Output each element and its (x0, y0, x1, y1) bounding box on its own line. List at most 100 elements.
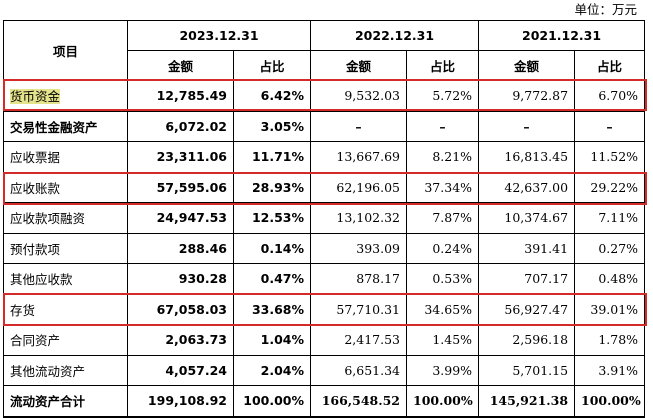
total-amount-2022: 166,548.52 (310, 385, 408, 418)
current-assets-table: 项目 2023.12.31 2022.12.31 2021.12.31 金额 占… (3, 20, 646, 418)
cell-ratio-2021: 0.27% (574, 232, 646, 264)
cell-ratio-2022: 5.72% (406, 80, 480, 112)
cell-amount-2022: 62,196.05 (310, 171, 408, 203)
cell-ratio-2022: 8.21% (406, 141, 480, 173)
cell-amount-2023: 23,311.06 (127, 141, 234, 173)
cell-amount-2021: 5,701.15 (478, 354, 576, 386)
cell-amount-2022: 57,710.31 (310, 293, 408, 325)
ratio-header-2022: 占比 (406, 50, 480, 81)
cell-amount-2022: 393.09 (310, 232, 408, 264)
row-label: 应收账款 (3, 171, 128, 203)
row-label: 其他应收款 (3, 263, 128, 295)
table-row: 其他流动资产 4,057.24 2.04% 6,651.34 3.99% 5,7… (3, 354, 646, 386)
header-row-years: 项目 2023.12.31 2022.12.31 2021.12.31 (3, 20, 646, 81)
cell-ratio-2023: 3.05% (232, 110, 312, 142)
cell-amount-2023: 2,063.73 (127, 324, 234, 356)
cell-ratio-2022: – (406, 110, 480, 142)
cell-amount-2021: 10,374.67 (478, 202, 576, 234)
cell-amount-2022: 878.17 (310, 263, 408, 295)
total-ratio-2022: 100.00% (406, 385, 480, 418)
cell-ratio-2022: 0.24% (406, 232, 480, 264)
cell-ratio-2021: 39.01% (574, 293, 646, 325)
row-label: 预付款项 (3, 232, 128, 264)
cell-amount-2023: 4,057.24 (127, 354, 234, 386)
cell-ratio-2023: 6.42% (232, 80, 312, 112)
table-row: 合同资产 2,063.73 1.04% 2,417.53 1.45% 2,596… (3, 324, 646, 356)
cell-amount-2021: 2,596.18 (478, 324, 576, 356)
ratio-header-2021: 占比 (574, 50, 646, 81)
cell-amount-2022: – (310, 110, 408, 142)
unit-label: 单位：万元 (574, 2, 637, 17)
row-label: 应收款项融资 (3, 202, 128, 234)
amount-header-2021: 金额 (478, 50, 576, 81)
cell-amount-2023: 288.46 (127, 232, 234, 264)
table-row: 货币资金 12,785.49 6.42% 9,532.03 5.72% 9,77… (3, 80, 646, 112)
cell-ratio-2023: 2.04% (232, 354, 312, 386)
table-row: 应收款项融资 24,947.53 12.53% 13,102.32 7.87% … (3, 202, 646, 234)
cell-ratio-2023: 0.14% (232, 232, 312, 264)
year-2023-header: 2023.12.31 (126, 20, 312, 51)
cell-amount-2023: 67,058.03 (127, 293, 234, 325)
table-row: 存货 67,058.03 33.68% 57,710.31 34.65% 56,… (3, 293, 646, 325)
year-2021-header: 2021.12.31 (478, 20, 646, 51)
year-2022-header: 2022.12.31 (310, 20, 480, 51)
cell-ratio-2023: 0.47% (232, 263, 312, 295)
row-label: 合同资产 (3, 324, 128, 356)
cell-amount-2021: 56,927.47 (478, 293, 576, 325)
cell-amount-2021: 42,637.00 (478, 171, 576, 203)
row-label: 交易性金融资产 (3, 110, 128, 142)
cell-ratio-2021: 29.22% (574, 171, 646, 203)
ratio-header-2023: 占比 (232, 50, 312, 81)
cell-amount-2022: 9,532.03 (310, 80, 408, 112)
table-row: 应收账款 57,595.06 28.93% 62,196.05 37.34% 4… (3, 171, 646, 203)
row-label: 应收票据 (3, 141, 128, 173)
cell-amount-2023: 24,947.53 (127, 202, 234, 234)
cell-ratio-2021: 0.48% (574, 263, 646, 295)
cell-ratio-2021: 11.52% (574, 141, 646, 173)
cell-amount-2023: 12,785.49 (127, 80, 234, 112)
cell-ratio-2023: 1.04% (232, 324, 312, 356)
item-header: 项目 (3, 20, 128, 81)
amount-header-2022: 金额 (310, 50, 408, 81)
cell-ratio-2021: 3.91% (574, 354, 646, 386)
header-row-columns: 金额 占比 金额 占比 金额 占比 (4, 50, 646, 81)
cell-amount-2022: 2,417.53 (310, 324, 408, 356)
cell-ratio-2023: 28.93% (232, 171, 312, 203)
cell-ratio-2022: 34.65% (406, 293, 480, 325)
row-label: 货币资金 (3, 80, 128, 112)
row-label: 其他流动资产 (3, 354, 128, 386)
row-label: 存货 (3, 293, 128, 325)
cell-ratio-2023: 12.53% (232, 202, 312, 234)
cell-amount-2021: 391.41 (478, 232, 576, 264)
cell-amount-2023: 930.28 (127, 263, 234, 295)
cell-amount-2021: – (478, 110, 576, 142)
total-row: 流动资产合计 199,108.92 100.00% 166,548.52 100… (3, 385, 646, 418)
cell-amount-2023: 57,595.06 (127, 171, 234, 203)
cell-ratio-2022: 1.45% (406, 324, 480, 356)
total-ratio-2023: 100.00% (232, 385, 312, 418)
cell-ratio-2021: – (574, 110, 646, 142)
cell-amount-2021: 707.17 (478, 263, 576, 295)
cell-ratio-2022: 0.53% (406, 263, 480, 295)
highlighted-label: 货币资金 (10, 89, 61, 105)
total-amount-2023: 199,108.92 (127, 385, 234, 418)
cell-ratio-2022: 37.34% (406, 171, 480, 203)
cell-amount-2021: 16,813.45 (478, 141, 576, 173)
table-row: 其他应收款 930.28 0.47% 878.17 0.53% 707.17 0… (3, 263, 646, 295)
cell-ratio-2021: 1.78% (574, 324, 646, 356)
total-label: 流动资产合计 (3, 385, 128, 418)
cell-amount-2022: 13,102.32 (310, 202, 408, 234)
cell-ratio-2021: 7.11% (574, 202, 646, 234)
table-row: 应收票据 23,311.06 11.71% 13,667.69 8.21% 16… (3, 141, 646, 173)
cell-ratio-2023: 33.68% (232, 293, 312, 325)
cell-ratio-2022: 7.87% (406, 202, 480, 234)
cell-amount-2023: 6,072.02 (127, 110, 234, 142)
cell-ratio-2022: 3.99% (406, 354, 480, 386)
cell-amount-2021: 9,772.87 (478, 80, 576, 112)
total-amount-2021: 145,921.38 (478, 385, 576, 418)
table-row: 交易性金融资产 6,072.02 3.05% – – – – (3, 110, 646, 142)
cell-amount-2022: 13,667.69 (310, 141, 408, 173)
table-row: 预付款项 288.46 0.14% 393.09 0.24% 391.41 0.… (3, 232, 646, 264)
amount-header-2023: 金额 (127, 50, 234, 81)
cell-ratio-2023: 11.71% (232, 141, 312, 173)
